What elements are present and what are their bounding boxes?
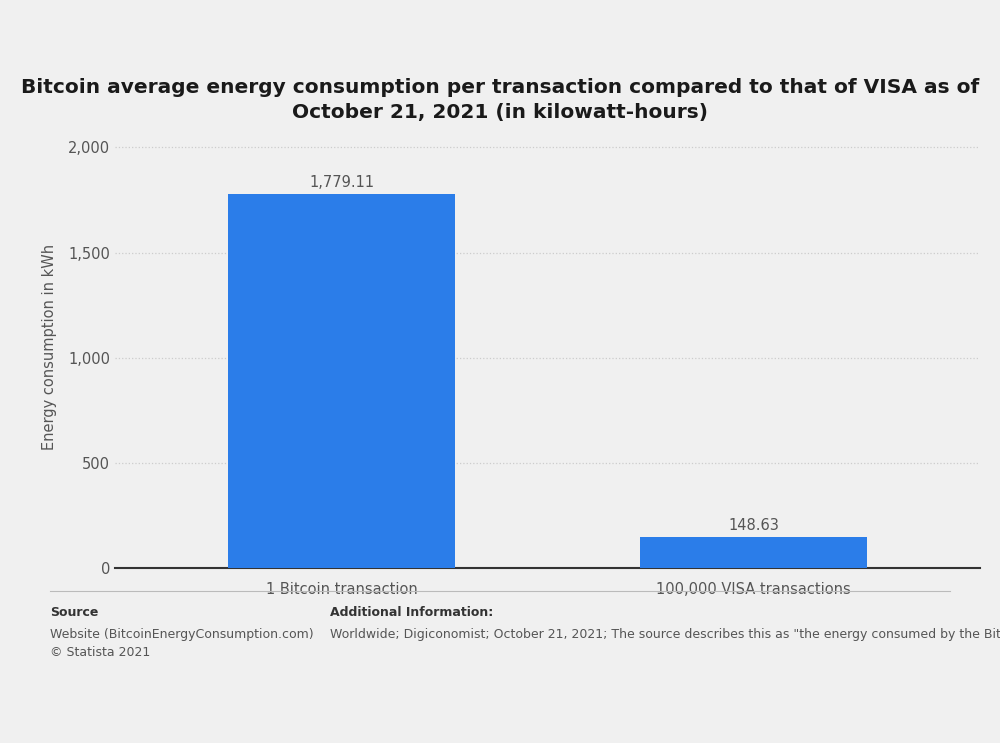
- Text: Website (BitcoinEnergyConsumption.com)
© Statista 2021: Website (BitcoinEnergyConsumption.com) ©…: [50, 628, 314, 659]
- Text: 148.63: 148.63: [728, 519, 779, 533]
- Text: Additional Information:: Additional Information:: [330, 606, 493, 618]
- Text: Worldwide; Digiconomist; October 21, 2021; The source describes this as "the ene: Worldwide; Digiconomist; October 21, 202…: [330, 628, 1000, 640]
- Bar: [228, 194, 455, 568]
- Bar: [640, 537, 867, 568]
- Text: 1,779.11: 1,779.11: [309, 175, 374, 190]
- Text: Bitcoin average energy consumption per transaction compared to that of VISA as o: Bitcoin average energy consumption per t…: [21, 78, 979, 122]
- Text: Source: Source: [50, 606, 98, 618]
- Y-axis label: Energy consumption in kWh: Energy consumption in kWh: [42, 244, 57, 450]
